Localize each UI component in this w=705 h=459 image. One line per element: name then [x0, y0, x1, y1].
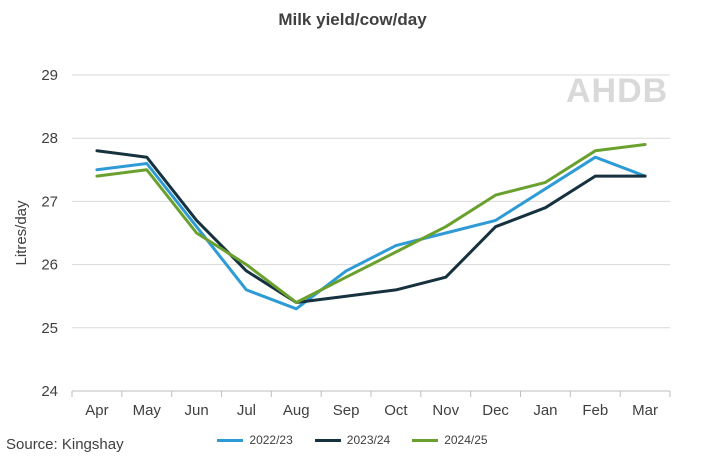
legend-item: 2023/24: [314, 433, 391, 447]
x-tick-label: Jul: [237, 402, 256, 419]
legend-label: 2024/25: [444, 433, 488, 447]
x-tick-label: Jun: [184, 402, 208, 419]
y-axis-label: Litres/day: [13, 200, 30, 266]
chart-title: Milk yield/cow/day: [278, 10, 427, 29]
y-tick-label: 29: [41, 67, 58, 84]
legend-label: 2023/24: [346, 433, 391, 447]
x-tick-label: Oct: [384, 402, 408, 419]
x-tick-label: Feb: [582, 402, 608, 419]
legend-swatch: [314, 438, 341, 442]
x-tick-label: Dec: [482, 402, 509, 419]
series-line-2024-25: [95, 143, 647, 304]
x-tick-label: Sep: [333, 402, 360, 419]
x-tick-label: Aug: [283, 402, 310, 419]
legend-item: 2024/25: [412, 433, 488, 447]
legend-swatch: [412, 438, 439, 442]
legend-item: 2022/23: [217, 433, 293, 447]
legend-label: 2022/23: [249, 433, 293, 447]
series-line-2023-24: [95, 149, 647, 304]
x-tick-label: May: [133, 402, 162, 419]
ahdb-logo: AHDB: [566, 72, 669, 110]
x-tick-label: Apr: [85, 402, 108, 419]
x-tick-label: Mar: [632, 402, 658, 419]
y-tick-label: 24: [41, 383, 58, 400]
source-note: Source: Kingshay: [6, 436, 124, 453]
series-line-2022-23: [95, 155, 647, 311]
x-tick-label: Nov: [432, 402, 459, 419]
legend: 2022/23 2023/24 2024/25: [0, 433, 705, 447]
y-tick-label: 26: [41, 257, 58, 274]
y-tick-label: 25: [41, 320, 58, 337]
y-tick-label: 28: [41, 130, 58, 147]
legend-swatch: [217, 438, 244, 442]
y-tick-label: 27: [41, 193, 58, 210]
x-tick-label: Jan: [533, 402, 557, 419]
